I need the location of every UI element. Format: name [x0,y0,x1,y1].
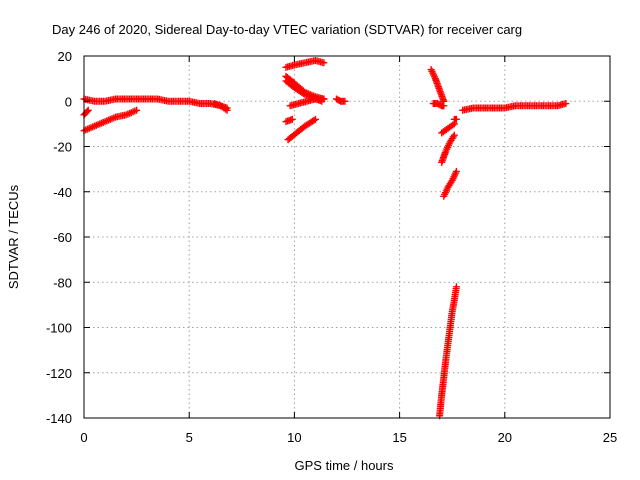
data-point [221,105,229,113]
grid [84,56,610,418]
y-tick-label: -60 [53,230,72,245]
y-tick-label: -20 [53,140,72,155]
data-point [311,115,319,123]
plot-area [83,55,611,419]
data-point [133,106,141,114]
data-point [450,131,458,139]
x-tick-label: 20 [498,430,512,445]
data-point [452,167,460,175]
data-point [341,97,349,105]
data-point [310,116,318,124]
data-point [562,100,570,108]
y-axis-label: SDTVAR / TECUs [6,184,21,289]
chart-title: Day 246 of 2020, Sidereal Day-to-day VTE… [52,22,522,37]
y-tick-label: -100 [46,321,72,336]
data-points [80,57,570,420]
x-tick-label: 10 [287,430,301,445]
x-tick-label: 25 [603,430,617,445]
data-point [440,102,448,110]
data-point [223,106,231,114]
x-tick-label: 5 [186,430,193,445]
data-point [452,115,460,123]
y-tick-label: -40 [53,185,72,200]
y-tick-label: 20 [58,49,72,64]
x-tick-label: 0 [80,430,87,445]
data-point [83,107,91,115]
y-tick-label: -140 [46,411,72,426]
data-point [452,283,460,291]
data-point [288,115,296,123]
axis-ticks: 0 5 10 15 20 25 20 0 -20 -40 -60 -80 -100 -120 -140 [46,49,617,445]
x-axis-label: GPS time / hours [295,458,394,473]
data-point [320,59,328,67]
y-tick-label: -120 [46,366,72,381]
data-point [449,121,457,129]
data-point [320,95,328,103]
x-tick-label: 15 [392,430,406,445]
data-point [84,106,92,114]
y-tick-label: -80 [53,275,72,290]
y-tick-label: 0 [65,94,72,109]
